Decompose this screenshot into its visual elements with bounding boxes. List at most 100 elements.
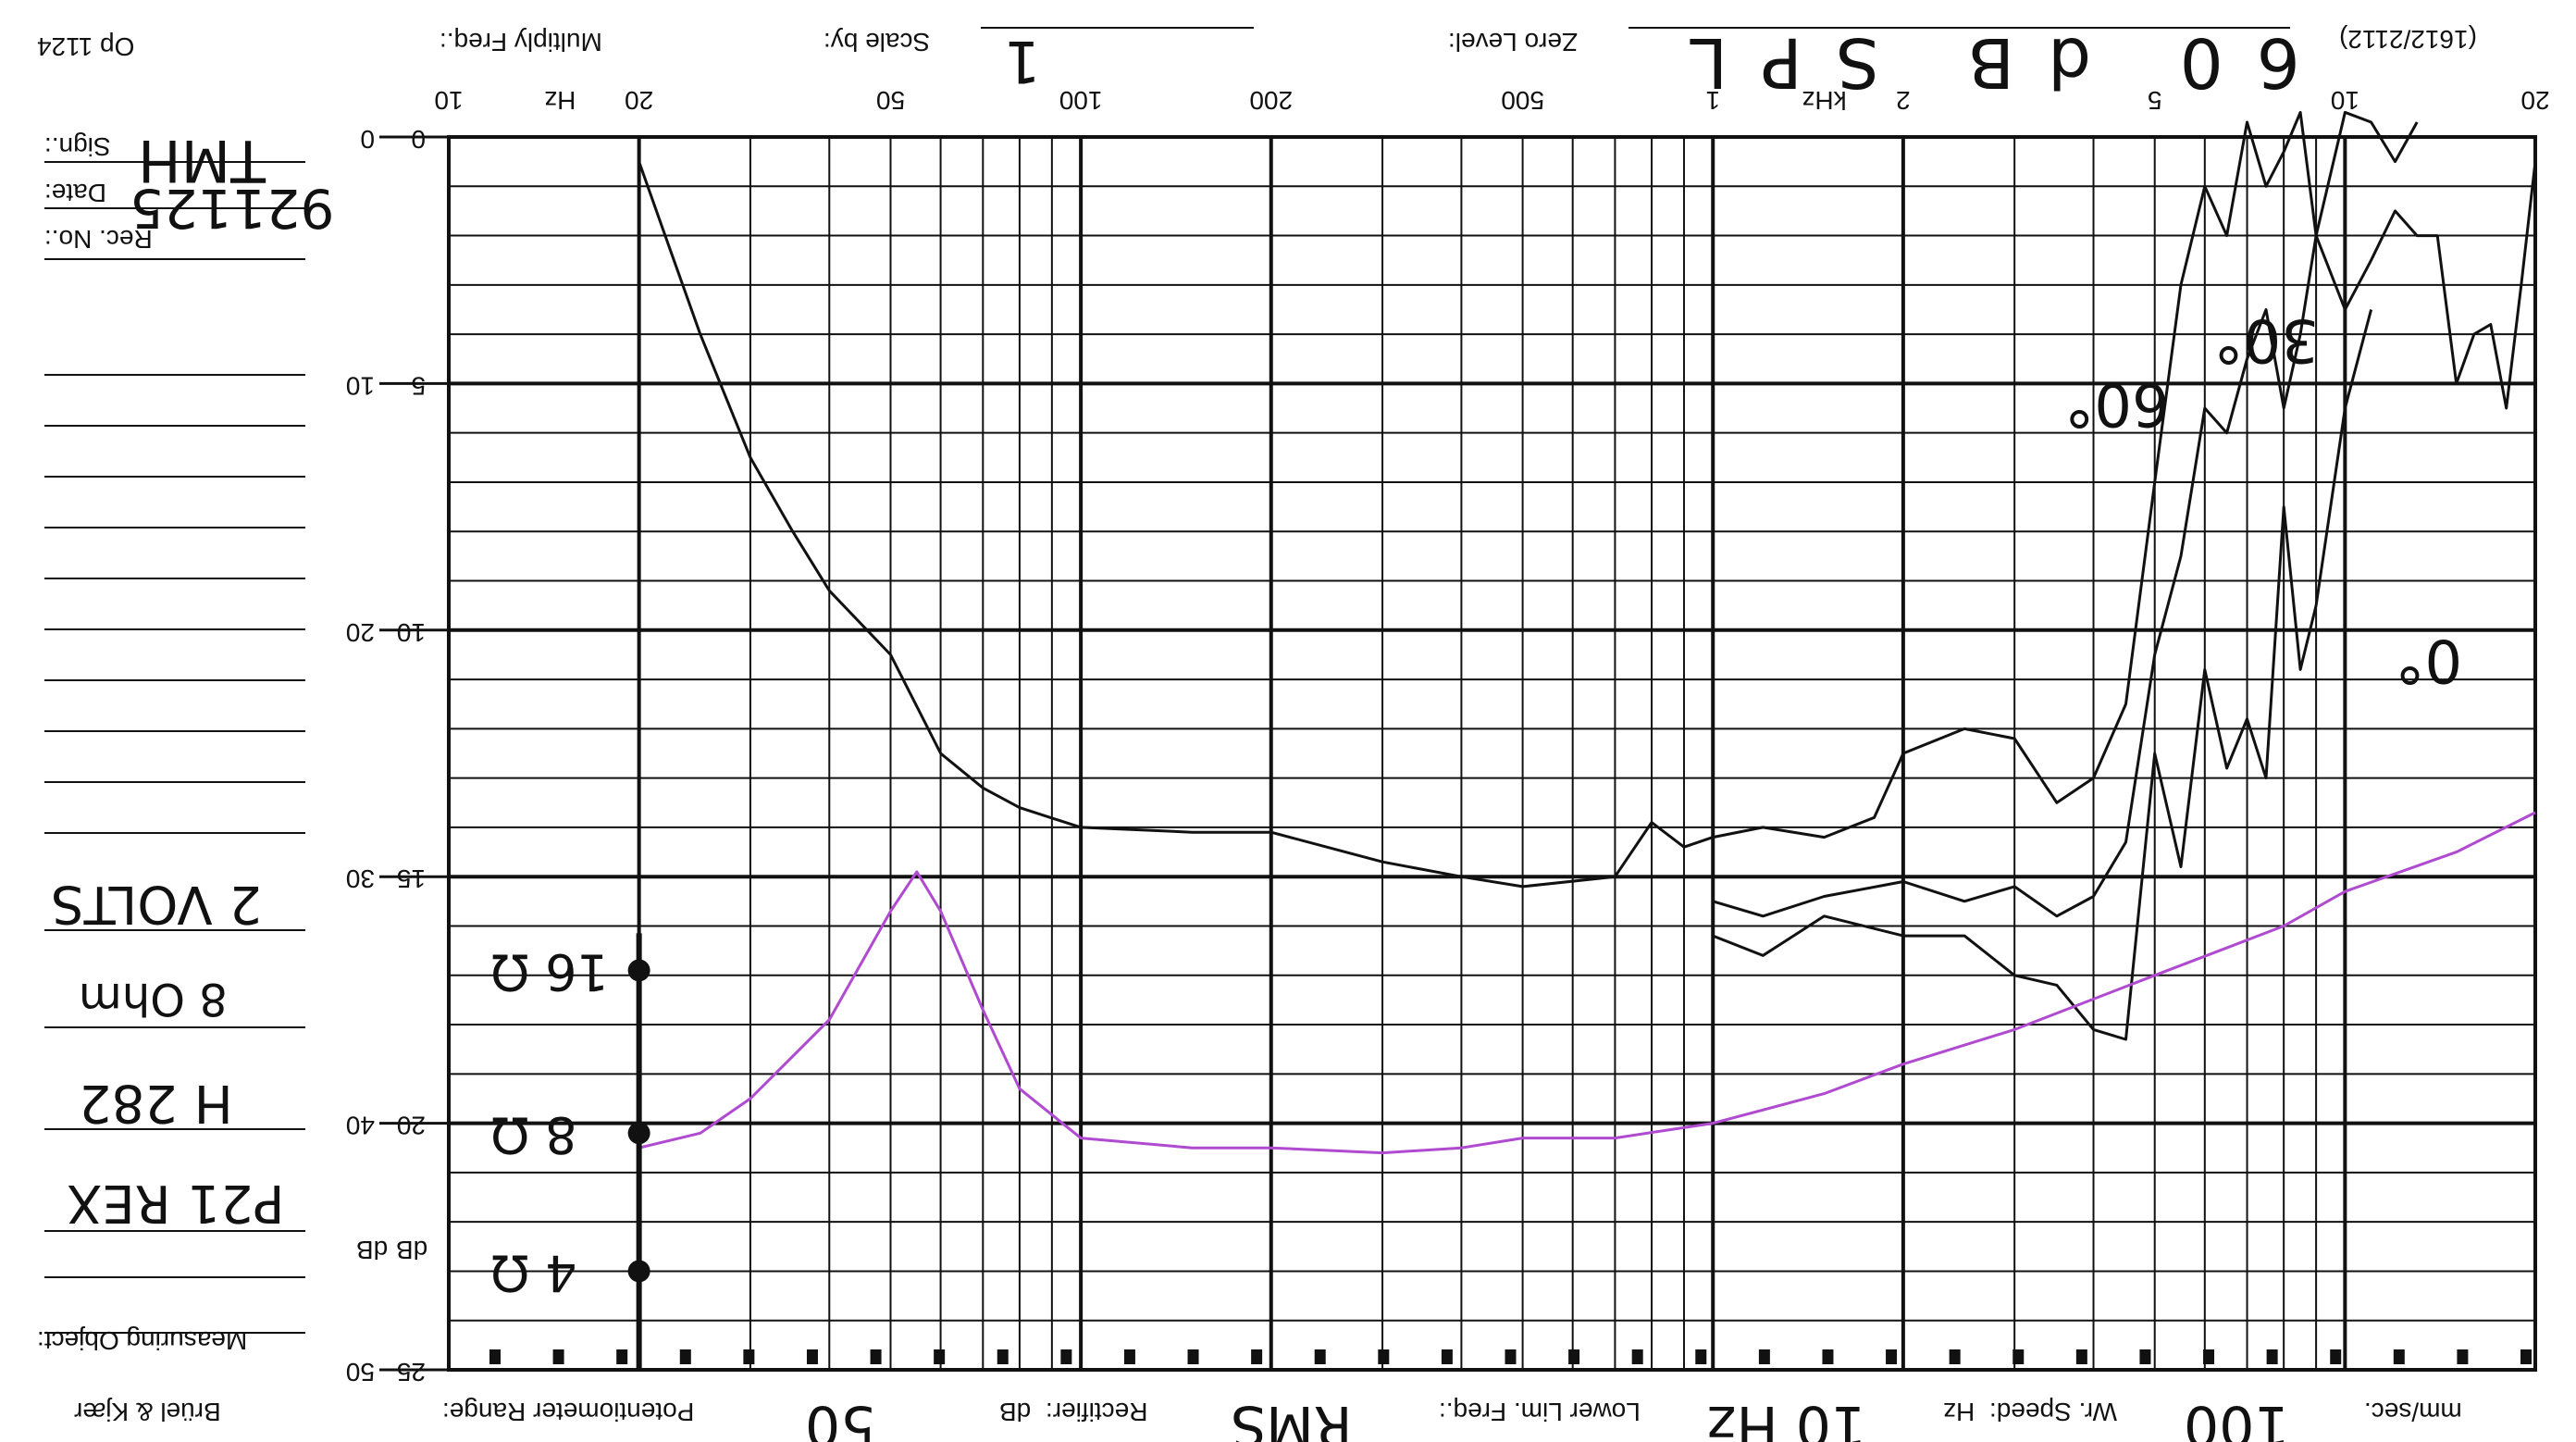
bottom-tick-mark: [616, 1349, 628, 1364]
x-tick-label: 20: [625, 86, 653, 115]
date-value: 921125: [130, 177, 334, 240]
scale-by-value: 1: [1004, 28, 1040, 95]
y-tick-label-right: 15: [397, 864, 426, 893]
rec-no-label: Rec. No.:: [44, 225, 153, 254]
y-tick-label-left: 40: [346, 1112, 375, 1140]
bottom-tick-mark: [1187, 1349, 1199, 1364]
bottom-tick-mark: [552, 1349, 564, 1364]
impedance-reference-label: 8 Ω: [491, 1105, 577, 1163]
db-unit-label: dB: [999, 1398, 1031, 1426]
y-tick-label-right: 5: [411, 371, 426, 400]
db-label-right: dB: [396, 1236, 427, 1264]
bottom-tick-mark: [2457, 1349, 2469, 1364]
x-tick-label: 1: [1705, 86, 1720, 115]
y-tick-label-left: 10: [346, 371, 375, 400]
brand-label: Brüel & Kjær: [74, 1398, 221, 1426]
note-impedance: 8 Ohm: [79, 973, 228, 1025]
y-tick-label-left: 30: [346, 864, 375, 893]
x-tick-label: 5: [2148, 86, 2162, 115]
impedance-reference-label: 4 Ω: [491, 1243, 577, 1301]
zero-level-value: 60 dB SPL: [1656, 22, 2300, 102]
x-tick-label: 50: [876, 86, 905, 115]
series-line-60deg: [1712, 309, 2373, 1041]
bottom-tick-mark: [2520, 1349, 2532, 1364]
x-tick-label: 500: [1501, 86, 1544, 115]
bottom-tick-mark: [1949, 1349, 1961, 1364]
y-axis-tick-labels: 0 10 20 30 40 50 0 5 10 15 20 25: [346, 125, 449, 1386]
y-tick-label-right: 20: [397, 1112, 426, 1140]
x-tick-label: 10: [2331, 86, 2359, 115]
writing-speed-label: Wr. Speed:: [1989, 1398, 2117, 1426]
form-id: Op 1124: [37, 32, 134, 61]
bottom-tick-mark: [1060, 1349, 1072, 1364]
note-model: H 282: [79, 1073, 233, 1133]
plot-area: 16 Ω 8 Ω 4 Ω 0° 30° 60°: [491, 110, 2537, 1370]
x-tick-label: 200: [1249, 86, 1293, 115]
x-tick-label: 10: [434, 86, 463, 115]
rectifier-value: RMS: [1231, 1393, 1353, 1442]
x-tick-label: 20: [2520, 86, 2549, 115]
bottom-tick-mark: [489, 1349, 501, 1364]
bottom-tick-mark: [1631, 1349, 1643, 1364]
bottom-tick-mark: [1251, 1349, 1263, 1364]
impedance-reference-dot: [627, 959, 650, 982]
bottom-tick-mark: [1441, 1349, 1453, 1364]
lower-limit-freq-label: Lower Lim. Freq.:: [1439, 1398, 1641, 1426]
series-line-0deg: [638, 110, 2419, 889]
mm-per-sec-label: mm/sec.: [2364, 1398, 2462, 1426]
curve-angle-label: 0°: [2395, 626, 2462, 694]
note-voltage: 2 VOLTS: [51, 874, 262, 934]
db-label-left: dB: [356, 1236, 388, 1264]
bottom-tick-mark: [1758, 1349, 1770, 1364]
bottom-tick-mark: [1314, 1349, 1326, 1364]
x-tick-label: 2: [1896, 86, 1911, 115]
date-label: Date:: [44, 179, 106, 207]
curve-angle-label: 30°: [2214, 305, 2319, 374]
bottom-tick-mark: [743, 1349, 755, 1364]
chart-frame: [447, 135, 2537, 1372]
y-tick-label-left: 50: [346, 1358, 375, 1386]
y-tick-label-left: 20: [346, 618, 375, 647]
y-tick-label-right: 25: [397, 1358, 426, 1386]
y-tick-label-right: 10: [397, 618, 426, 647]
bottom-tick-mark: [1695, 1349, 1707, 1364]
curve-angle-label: 60°: [2064, 369, 2169, 438]
bottom-tick-mark: [806, 1349, 818, 1364]
sidebar-rule-lines: [44, 161, 305, 1334]
multiply-freq-label: Multiply Freq.:: [440, 28, 602, 56]
bottom-tick-mark: [679, 1349, 691, 1364]
bottom-tick-mark: [1505, 1349, 1517, 1364]
bottom-tick-mark: [2393, 1349, 2405, 1364]
bottom-tick-mark: [1822, 1349, 1834, 1364]
impedance-reference-dot: [627, 1260, 650, 1283]
measuring-object-label: Measuring Object:: [37, 1326, 247, 1355]
bottom-tick-mark: [2203, 1349, 2215, 1364]
bottom-tick-mark: [2139, 1349, 2151, 1364]
scale-by-label: Scale by:: [824, 28, 930, 56]
series-line-30deg: [1712, 161, 2537, 918]
rectifier-label: Rectifier:: [1046, 1398, 1147, 1426]
writing-speed-value: 100: [2184, 1393, 2290, 1442]
bottom-tick-mark: [2330, 1349, 2342, 1364]
x-tick-label: Hz: [544, 86, 576, 115]
bottom-tick-mark: [1886, 1349, 1898, 1364]
lower-limit-freq-value: 10 Hz: [1707, 1393, 1866, 1442]
bottom-tick-mark: [2012, 1349, 2025, 1364]
potentiometer-range-label: Potentiometer Range:: [442, 1398, 694, 1426]
bottom-tick-marks: [489, 1349, 2532, 1364]
potentiometer-range-value: 50: [805, 1393, 875, 1442]
sign-label: Sign.:: [44, 132, 111, 161]
bottom-tick-mark: [1568, 1349, 1580, 1364]
plot-border: [447, 135, 2537, 1372]
bottom-tick-mark: [997, 1349, 1009, 1364]
y-tick-label-left: 0: [360, 125, 375, 154]
x-axis-tick-labels: 10 Hz 20 50 100 200 500 1 kHz 2 5 10 20: [434, 86, 2549, 115]
bottom-tick-mark: [870, 1349, 882, 1364]
impedance-reference-label: 16 Ω: [491, 942, 609, 1001]
sign-value: TMH: [138, 127, 266, 194]
x-tick-label: 100: [1059, 86, 1103, 115]
bottom-tick-mark: [2266, 1349, 2278, 1364]
series-line-impedance: [638, 811, 2536, 1155]
bottom-tick-mark: [2075, 1349, 2087, 1364]
